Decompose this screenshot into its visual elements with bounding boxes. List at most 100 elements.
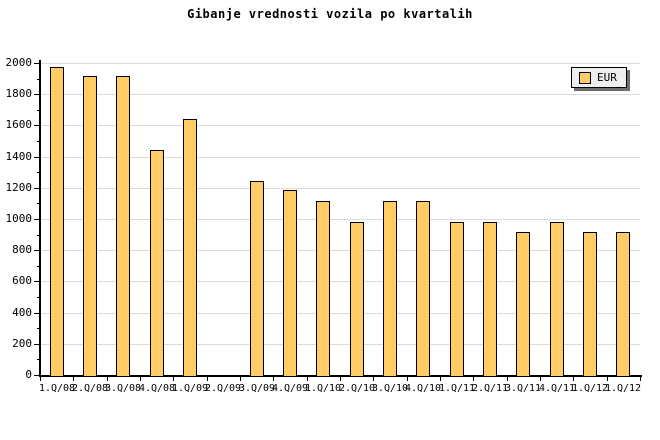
- bar: [416, 201, 430, 377]
- bar: [516, 232, 530, 377]
- x-axis-tick-label: 4.Q/10: [404, 383, 442, 394]
- bar: [50, 67, 64, 377]
- y-axis-minor-tick: [37, 266, 40, 267]
- x-axis-tick: [407, 377, 408, 381]
- y-axis-minor-tick: [37, 110, 40, 111]
- x-axis-tick-label: 2.Q/09: [204, 383, 242, 394]
- x-axis-tick: [507, 377, 508, 381]
- x-axis-tick: [140, 377, 141, 381]
- y-axis-major-tick: [34, 188, 40, 189]
- gridline: [40, 281, 640, 282]
- x-axis-tick-label: 1.Q/10: [304, 383, 342, 394]
- bar: [116, 76, 130, 377]
- x-axis-tick: [173, 377, 174, 381]
- x-axis-tick: [373, 377, 374, 381]
- x-axis-tick: [273, 377, 274, 381]
- y-axis-minor-tick: [37, 203, 40, 204]
- bar: [150, 150, 164, 377]
- x-axis-tick-label: 3.Q/08: [104, 383, 142, 394]
- gridline: [40, 125, 640, 126]
- legend: EUR: [571, 67, 627, 88]
- y-axis-minor-tick: [37, 141, 40, 142]
- y-axis-tick-label: 400: [12, 306, 32, 319]
- gridline: [40, 188, 640, 189]
- bar: [483, 222, 497, 377]
- x-axis-tick-label: 1.Q/09: [171, 383, 209, 394]
- gridline: [40, 157, 640, 158]
- bar: [383, 201, 397, 377]
- x-axis-tick-label: 1.Q/08: [38, 383, 76, 394]
- y-axis-major-tick: [34, 94, 40, 95]
- y-axis-tick-label: 600: [12, 274, 32, 287]
- x-axis-tick-label: 1.Q/12: [604, 383, 642, 394]
- y-axis-tick-label: 1800: [5, 87, 33, 100]
- x-axis-tick-label: 2.Q/10: [338, 383, 376, 394]
- y-axis-tick-label: 0: [25, 368, 32, 381]
- bar: [350, 222, 364, 377]
- x-axis-tick-label: 4.Q/09: [271, 383, 309, 394]
- x-axis-tick: [607, 377, 608, 381]
- gridline: [40, 344, 640, 345]
- x-axis-tick: [573, 377, 574, 381]
- y-axis-tick-label: 1400: [5, 150, 33, 163]
- x-axis-tick: [240, 377, 241, 381]
- y-axis-minor-tick: [37, 297, 40, 298]
- x-axis-tick: [207, 377, 208, 381]
- bar: [583, 232, 597, 377]
- legend-swatch-icon: [579, 71, 591, 84]
- bar: [450, 222, 464, 377]
- y-axis-tick-label: 800: [12, 243, 32, 256]
- bar: [250, 181, 264, 377]
- x-axis-tick-label: 3.Q/11: [504, 383, 542, 394]
- bar: [183, 119, 197, 377]
- x-axis-tick-label: 1.Q/12: [571, 383, 609, 394]
- x-axis-tick-label: 3.Q/10: [371, 383, 409, 394]
- y-axis-major-tick: [34, 157, 40, 158]
- y-axis-tick-label: 2000: [5, 56, 33, 69]
- y-axis-tick-label: 1200: [5, 181, 33, 194]
- x-axis-tick-label: 1.Q/11: [438, 383, 476, 394]
- gridline: [40, 94, 640, 95]
- y-axis-major-tick: [34, 344, 40, 345]
- chart-title: Gibanje vrednosti vozila po kvartalih: [187, 7, 473, 21]
- gridline: [40, 219, 640, 220]
- x-axis-tick: [107, 377, 108, 381]
- y-axis-major-tick: [34, 125, 40, 126]
- bar: [316, 201, 330, 377]
- y-axis-major-tick: [34, 63, 40, 64]
- y-axis-minor-tick: [37, 172, 40, 173]
- y-axis-major-tick: [34, 313, 40, 314]
- x-axis-tick: [640, 377, 641, 381]
- x-axis-tick-label: 4.Q/08: [138, 383, 176, 394]
- y-axis-major-tick: [34, 281, 40, 282]
- y-axis-major-tick: [34, 219, 40, 220]
- x-axis-tick: [340, 377, 341, 381]
- legend-series-label: EUR: [597, 71, 617, 84]
- x-axis-tick: [473, 377, 474, 381]
- x-axis-tick-label: 4.Q/11: [538, 383, 576, 394]
- x-axis-tick: [540, 377, 541, 381]
- y-axis-major-tick: [34, 250, 40, 251]
- y-axis-tick-label: 200: [12, 337, 32, 350]
- y-axis-minor-tick: [37, 79, 40, 80]
- y-axis-minor-tick: [37, 235, 40, 236]
- x-axis-tick-label: 2.Q/08: [71, 383, 109, 394]
- bar: [550, 222, 564, 377]
- x-axis-tick-label: 3.Q/09: [238, 383, 276, 394]
- gridline: [40, 250, 640, 251]
- y-axis-minor-tick: [37, 359, 40, 360]
- x-axis-tick: [307, 377, 308, 381]
- bar: [283, 190, 297, 377]
- y-axis-line: [39, 60, 41, 377]
- x-axis-tick: [73, 377, 74, 381]
- x-axis-tick: [40, 377, 41, 381]
- bar: [616, 232, 630, 377]
- gridline: [40, 313, 640, 314]
- x-axis-tick-label: 2.Q/11: [471, 383, 509, 394]
- bar: [83, 76, 97, 377]
- y-axis-tick-label: 1000: [5, 212, 33, 225]
- y-axis-major-tick: [34, 375, 40, 376]
- y-axis-tick-label: 1600: [5, 118, 33, 131]
- x-axis-line: [39, 375, 642, 377]
